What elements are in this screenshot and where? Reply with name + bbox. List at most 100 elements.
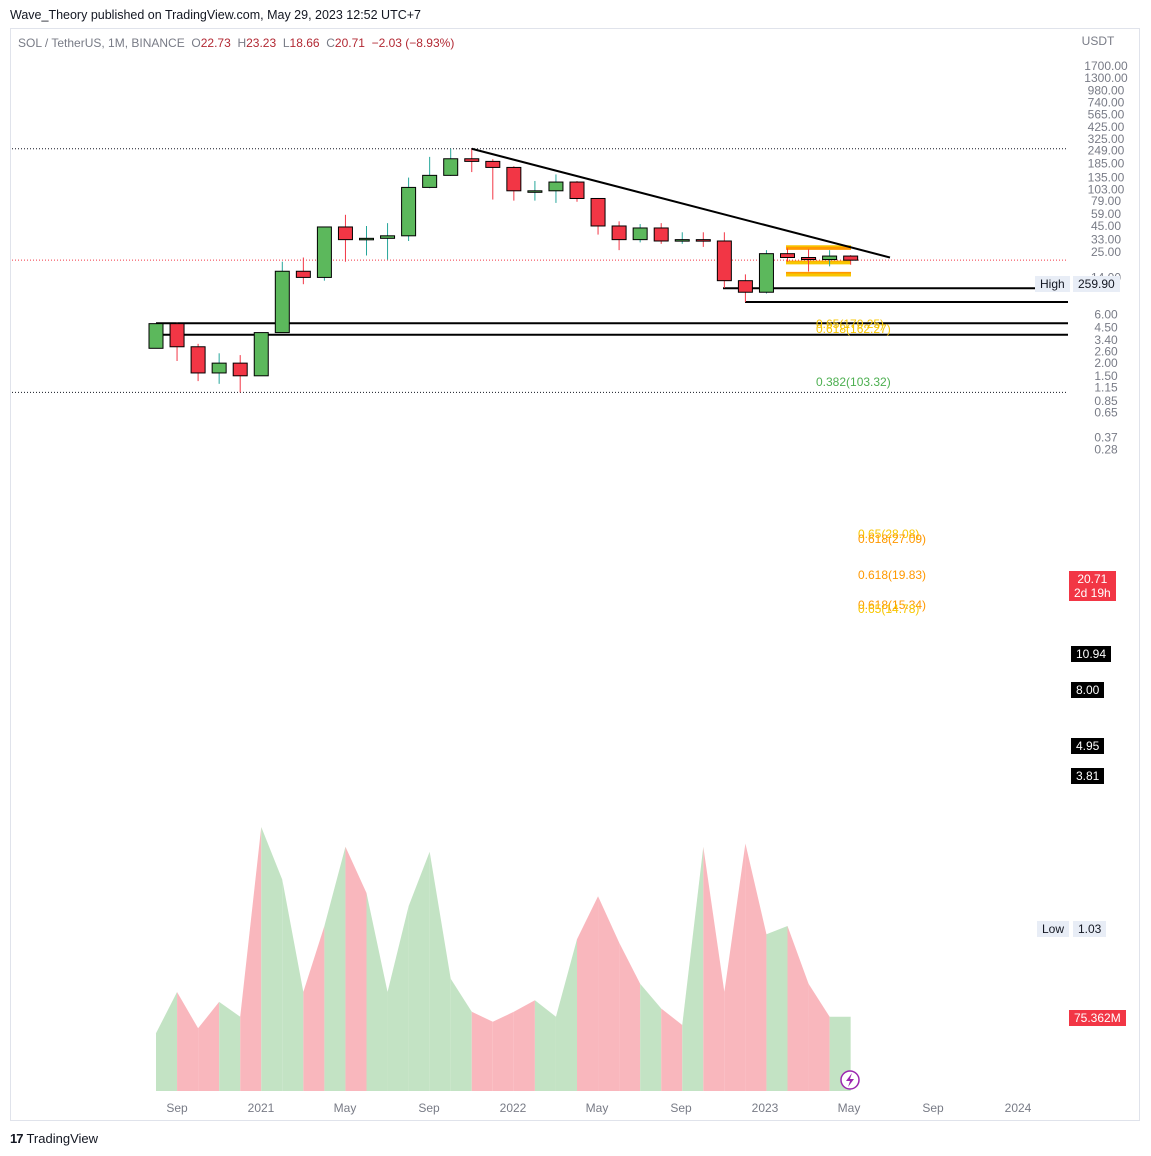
volume-segment — [240, 827, 262, 1091]
volume-segment — [303, 926, 325, 1091]
y-tick-label: 980.00 — [1088, 83, 1125, 97]
candle-body — [653, 227, 669, 242]
candle-body — [780, 253, 795, 259]
y-tick-label: 1.15 — [1094, 381, 1118, 395]
volume-segment — [261, 827, 283, 1091]
ohlc-open: 22.73 — [200, 36, 231, 50]
y-tick-label: 0.37 — [1094, 430, 1118, 444]
y-tick-label: 425.00 — [1088, 120, 1125, 134]
volume-segment — [177, 992, 199, 1091]
candle-body — [716, 240, 732, 282]
current-price: 20.71 — [1077, 572, 1108, 586]
y-tick-label: 25.00 — [1091, 245, 1121, 259]
y-tick-label: 1700.00 — [1084, 59, 1128, 73]
candle-body — [506, 166, 522, 192]
x-tick-label: 2023 — [752, 1101, 779, 1115]
x-tick-label: 2021 — [248, 1101, 275, 1115]
y-tick-label: 3.40 — [1094, 333, 1118, 347]
volume-segment — [471, 1011, 493, 1091]
candle-body — [274, 270, 290, 334]
x-tick-label: Sep — [670, 1101, 692, 1115]
volume-segment — [661, 1008, 683, 1091]
volume-segment — [703, 846, 725, 1091]
volume-segment — [219, 1001, 241, 1091]
publisher-line: Wave_Theory published on TradingView.com… — [10, 8, 421, 22]
y-tick-label: 565.00 — [1088, 108, 1125, 122]
candle-body — [380, 235, 396, 239]
high-label: High — [1035, 276, 1070, 292]
low-value: 1.03 — [1073, 921, 1107, 937]
ohlc-low: 18.66 — [289, 36, 320, 50]
volume-segment — [387, 906, 409, 1091]
candle-body — [695, 239, 711, 242]
volume-segment — [156, 992, 178, 1091]
candle-body — [401, 186, 417, 237]
candle-body — [822, 255, 838, 261]
ohlc-o-label: O — [191, 36, 201, 50]
fib-label: 0.65(28.08) — [858, 527, 919, 541]
y-tick-label: 4.50 — [1094, 320, 1118, 334]
candle-body — [464, 158, 480, 162]
y-tick-label: 0.65 — [1094, 406, 1118, 420]
candle-body — [801, 257, 817, 261]
chart-frame — [10, 28, 1140, 1121]
volume-segment — [808, 983, 830, 1091]
x-tick-label: Sep — [922, 1101, 944, 1115]
candle-body — [590, 197, 606, 227]
y-tick-label: 2.60 — [1094, 345, 1118, 359]
candle-body — [422, 174, 438, 188]
volume-segment — [534, 1000, 556, 1091]
ohlc-h-label: H — [237, 36, 247, 50]
candle-body — [316, 226, 332, 278]
fib-label: 0.65(14.78) — [858, 602, 919, 616]
fib-labels: 0.65(170.25)0.618(162.27) 0.382(103.32) 0.… — [816, 317, 926, 616]
high-value: 259.90 — [1073, 276, 1120, 292]
symbol-name[interactable]: SOL / TetherUS, 1M, BINANCE — [18, 36, 185, 50]
candle-body — [843, 255, 859, 261]
x-tick-label: 2022 — [500, 1101, 527, 1115]
fib-zones — [786, 245, 851, 277]
candle-body — [337, 226, 353, 241]
y-tick-label: 740.00 — [1088, 96, 1125, 110]
footer[interactable]: 17 TradingView — [10, 1131, 98, 1146]
candle-body — [169, 323, 185, 348]
candle-body — [611, 225, 627, 241]
x-tick-label: May — [334, 1101, 357, 1115]
volume-segment — [429, 851, 451, 1091]
ohlc-high: 23.23 — [246, 36, 277, 50]
volume-segment — [766, 926, 788, 1091]
candle-body — [632, 227, 648, 241]
candle-body — [758, 253, 774, 293]
y-tick-label: 59.00 — [1091, 207, 1121, 221]
y-tick-label: 1300.00 — [1084, 71, 1128, 85]
volume-segment — [408, 851, 430, 1091]
candle-body — [569, 181, 585, 199]
candle-body — [737, 280, 753, 293]
level-tag-3-81: 3.81 — [1071, 768, 1105, 784]
y-axis-unit: USDT — [1082, 34, 1115, 48]
fib-label: 0.382(103.32) — [816, 375, 891, 389]
volume-segment — [745, 843, 767, 1091]
volume-segment — [324, 846, 346, 1091]
volume-segment — [345, 846, 367, 1091]
y-tick-label: 2.00 — [1094, 356, 1118, 370]
low-label: Low — [1037, 921, 1070, 937]
y-tick-label: 249.00 — [1088, 144, 1125, 158]
level-tag-10-94: 10.94 — [1071, 646, 1112, 662]
y-tick-label: 33.00 — [1091, 233, 1121, 247]
volume-segment — [787, 926, 809, 1091]
fib-label: 0.618(15.34) — [858, 598, 926, 612]
volume-segment — [282, 879, 304, 1091]
trendline[interactable] — [471, 147, 891, 259]
level-tag-4-95: 4.95 — [1071, 738, 1105, 754]
ohlc-c-label: C — [326, 36, 335, 50]
footer-brand: TradingView — [26, 1131, 99, 1146]
fib-label: 0.65(170.25) — [816, 317, 884, 331]
y-tick-label: 325.00 — [1088, 132, 1125, 146]
current-price-tag: 20.71 2d 19h — [1069, 571, 1116, 601]
replay-icon[interactable] — [840, 1070, 860, 1090]
volume-segment — [640, 983, 662, 1091]
candle-body — [485, 160, 501, 168]
ohlc-close: 20.71 — [334, 36, 365, 50]
